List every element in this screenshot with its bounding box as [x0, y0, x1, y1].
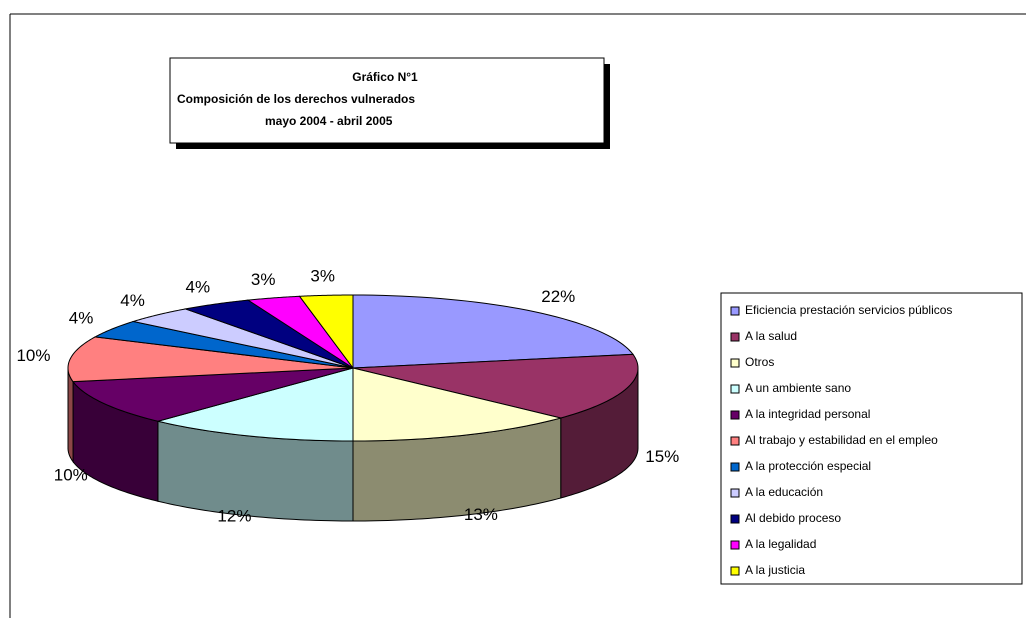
chart-title: mayo 2004 - abril 2005 [265, 114, 393, 128]
legend-marker [730, 306, 740, 316]
legend-label: A la justicia [745, 563, 805, 577]
legend-label: Al trabajo y estabilidad en el empleo [745, 433, 938, 447]
slice [352, 367, 561, 442]
legend-label: A la educación [745, 485, 823, 499]
data-label: 3% [251, 270, 276, 289]
legend-label: A la legalidad [745, 537, 816, 551]
slice [352, 353, 639, 419]
legend-label: Otros [745, 355, 774, 369]
legend-marker [730, 332, 740, 342]
slice-side [67, 367, 74, 464]
slice [183, 299, 354, 369]
legend-label: A la protección especial [745, 459, 871, 473]
legend-label: A la integridad personal [745, 407, 870, 421]
legend-label: Eficiencia prestación servicios públicos [745, 303, 952, 317]
slice [352, 294, 634, 369]
legend-marker [730, 436, 740, 446]
slice [72, 367, 354, 422]
chart-title: Composición de los derechos vulnerados [177, 92, 415, 106]
chart-title: Gráfico N°1 [352, 70, 418, 84]
legend-label: A la salud [745, 329, 797, 343]
legend-marker [730, 540, 740, 550]
legend-marker [730, 410, 740, 420]
legend-marker [730, 514, 740, 524]
legend-box [720, 292, 1023, 585]
slice [93, 320, 354, 369]
slice [131, 308, 354, 369]
legend-marker [730, 462, 740, 472]
slice [298, 294, 354, 370]
data-label: 4% [120, 291, 145, 310]
data-label: 12% [217, 506, 251, 525]
data-label: 13% [464, 505, 498, 524]
legend-label: Al debido proceso [745, 511, 841, 525]
title-box [169, 57, 605, 144]
slice [67, 336, 354, 383]
data-label: 15% [645, 447, 679, 466]
slice [246, 295, 354, 369]
legend-marker [730, 488, 740, 498]
data-label: 3% [310, 267, 335, 286]
legend-marker [730, 566, 740, 576]
data-label: 4% [69, 309, 94, 328]
data-label: 10% [54, 465, 88, 484]
legend-label: A un ambiente sano [745, 381, 851, 395]
legend-marker [730, 384, 740, 394]
data-label: 10% [16, 346, 50, 365]
data-label: 4% [186, 278, 211, 297]
data-label: 22% [541, 287, 575, 306]
slice [157, 367, 354, 442]
legend-marker [730, 358, 740, 368]
